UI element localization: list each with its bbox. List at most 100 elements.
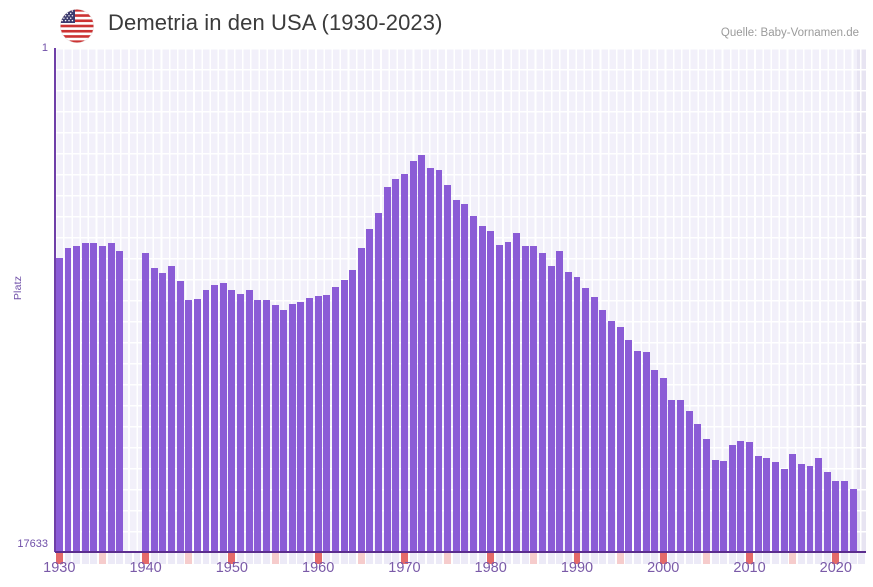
bar [573,276,581,552]
x-tick-blank [245,553,253,564]
bar [849,489,857,552]
x-tick-major [55,553,63,564]
bar [521,245,529,552]
x-axis-tick-label: 1930 [43,560,76,576]
x-tick-blank [426,553,434,564]
bar [245,289,253,552]
bar [832,481,840,552]
x-tick-blank [478,553,486,564]
x-tick-blank [677,553,684,564]
x-tick-blank [366,553,374,564]
x-tick-blank [470,553,477,564]
x-tick-blank [685,553,693,564]
bar [176,281,184,552]
bar [297,301,305,552]
bar [702,439,710,552]
bar [107,243,115,552]
bar [797,463,805,552]
bar [357,248,365,552]
bar [401,174,408,552]
x-tick-blank [349,553,357,564]
bar [418,155,426,552]
bar [426,167,434,552]
x-tick-blank [720,553,728,564]
x-tick-blank [262,553,270,564]
x-axis-tick-label: 1940 [129,560,162,576]
bar [159,273,167,552]
x-tick-minor [616,553,624,564]
x-tick-blank [651,553,659,564]
x-tick-blank [435,553,443,564]
x-tick-blank [133,553,141,564]
x-tick-blank [116,553,124,564]
bar [815,458,823,552]
bar [720,461,728,552]
bar [375,212,383,552]
bar [254,299,262,552]
x-tick-blank [340,553,348,564]
bar [608,320,615,552]
x-tick-blank [452,553,460,564]
x-tick-blank [849,553,857,564]
x-tick-blank [858,553,866,564]
x-tick-blank [73,553,81,564]
bar [331,286,339,552]
bar [99,246,106,552]
bar [470,216,477,552]
bar [547,266,555,552]
x-tick-blank [461,553,469,564]
bar [694,424,702,552]
x-tick-major [487,553,495,564]
x-tick-major [401,553,408,564]
chart-header: Demetria in den USA (1930-2023) Quelle: … [0,0,873,44]
bar [211,284,219,552]
x-tick-blank [539,553,546,564]
bar [262,299,270,552]
x-tick-blank [823,553,831,564]
bar [823,472,831,552]
x-tick-blank [582,553,590,564]
bar [495,244,503,552]
x-tick-minor [789,553,797,564]
x-tick-major [659,553,667,564]
x-tick-blank [168,553,175,564]
x-tick-minor [702,553,710,564]
x-tick-minor [444,553,452,564]
x-tick-blank [383,553,391,564]
x-tick-blank [176,553,184,564]
bar [590,296,598,552]
x-tick-major [746,553,754,564]
x-tick-blank [331,553,339,564]
x-axis-tick-label: 1960 [302,560,335,576]
x-tick-blank [556,553,564,564]
x-tick-blank [495,553,503,564]
bar [435,169,443,552]
bar [81,243,89,552]
bar-series [55,48,866,552]
x-tick-blank [323,553,331,564]
x-tick-blank [737,553,745,564]
bar [314,295,322,552]
x-tick-blank [797,553,805,564]
x-tick-blank [564,553,572,564]
bar [711,459,719,552]
bar [780,469,788,552]
bar [202,289,210,552]
bar [677,400,684,552]
bar [504,242,512,552]
x-axis-tick-label: 1990 [560,560,594,576]
bar [754,455,762,552]
x-tick-major [142,553,150,564]
bar [841,481,848,552]
x-axis-tick-label: 2020 [819,560,852,576]
x-tick-minor [99,553,106,564]
bar [616,326,624,552]
bar [651,369,659,552]
x-tick-blank [237,553,244,564]
bar [444,184,452,552]
us-flag-icon [60,9,94,43]
bar [530,246,538,552]
bar [349,270,357,552]
bar [323,295,331,552]
